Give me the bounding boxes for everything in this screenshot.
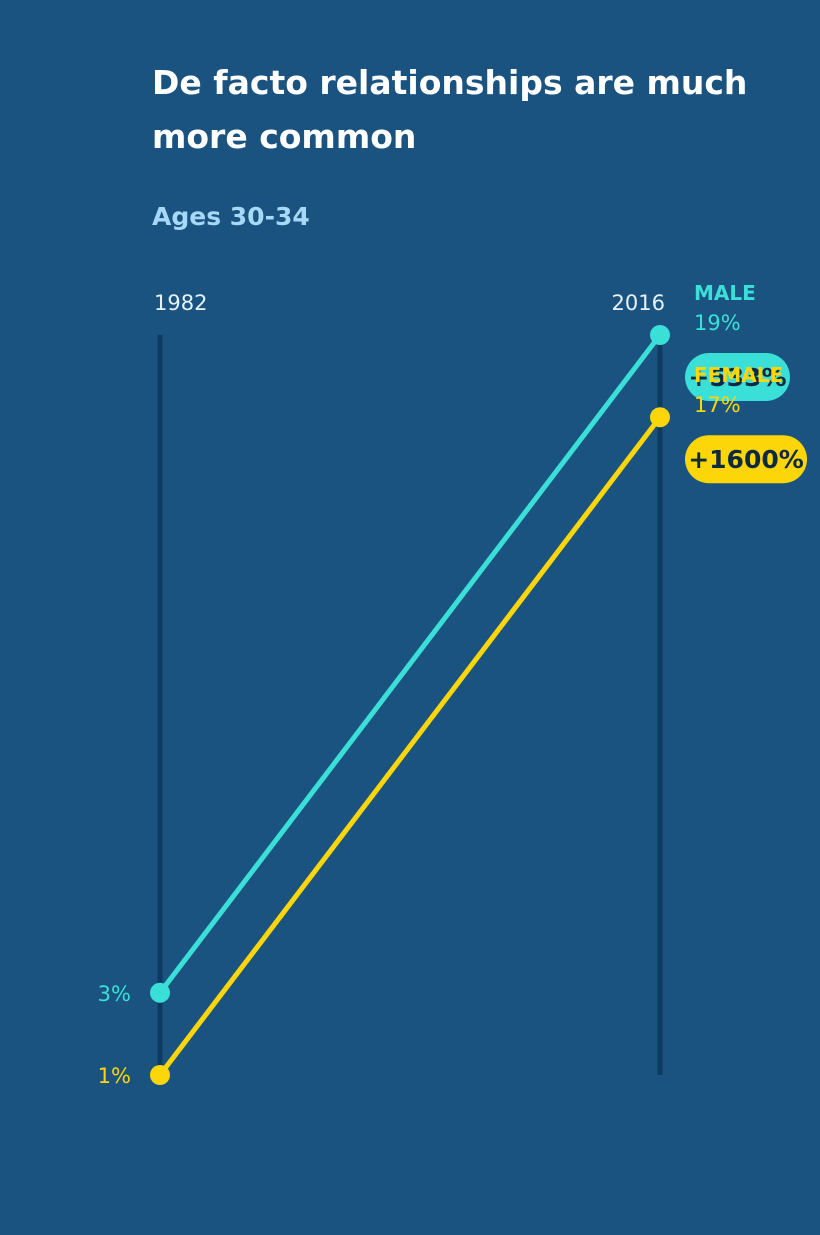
chart-subtitle: Ages 30-34 <box>152 202 310 231</box>
male-line <box>157 332 663 996</box>
male-point-2016 <box>650 325 670 345</box>
female-start-label: 1% <box>98 1064 131 1088</box>
series-layer: 3% MALE 19% +533% 1% FEMALE 17% +1600% <box>98 281 807 1088</box>
female-point-2016 <box>650 407 670 428</box>
male-point-1982 <box>150 982 170 1003</box>
year-label-2016: 2016 <box>612 291 665 315</box>
male-change-label: +533% <box>688 363 786 392</box>
male-series-name: MALE <box>694 281 756 305</box>
female-change-label: +1600% <box>688 445 804 474</box>
female-point-1982 <box>150 1065 170 1085</box>
female-series-name: FEMALE <box>694 363 783 387</box>
male-change-badge <box>685 353 790 401</box>
female-line <box>157 414 663 1078</box>
female-end-label: 17% <box>694 393 741 417</box>
chart-title: De facto relationships are much more com… <box>152 63 748 156</box>
year-label-1982: 1982 <box>154 291 207 315</box>
male-start-label: 3% <box>98 982 131 1006</box>
female-change-badge <box>685 435 807 484</box>
male-end-label: 19% <box>694 311 741 335</box>
